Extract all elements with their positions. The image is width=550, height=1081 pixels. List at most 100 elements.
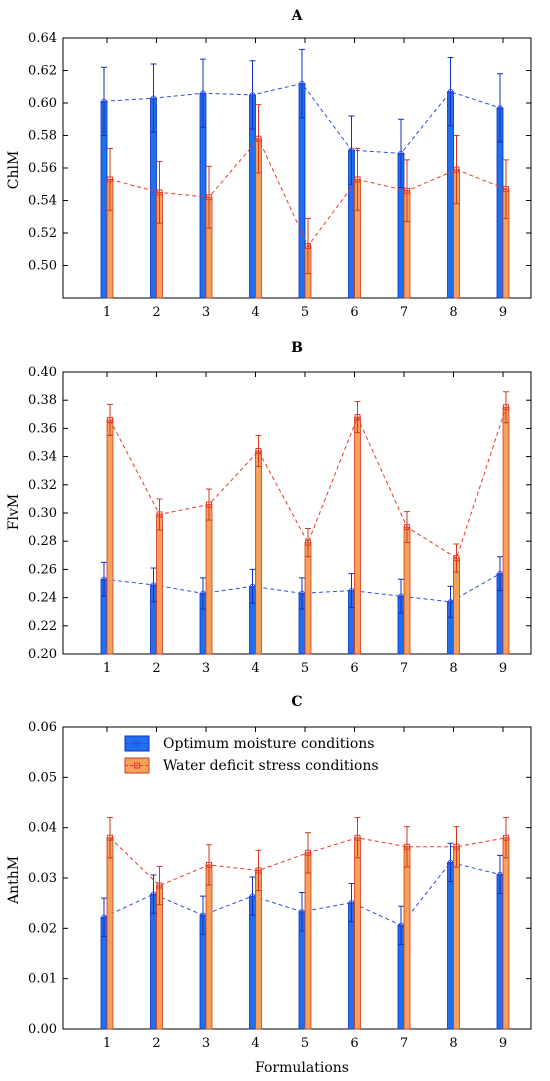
- panel-a-xtick-label: 1: [103, 305, 111, 320]
- panel-a-marker-optimum: [398, 150, 404, 157]
- panel-c-marker-optimum: [150, 891, 157, 897]
- panel-a-xtick-label: 5: [301, 305, 309, 320]
- panel-c-marker-optimum: [299, 909, 305, 915]
- panel-b-ytick-label: 0.34: [28, 450, 57, 465]
- panel-c-marker-optimum: [398, 922, 404, 929]
- panel-letter-b: B: [291, 340, 303, 356]
- panel-c-ytick-label: 0.02: [28, 921, 57, 936]
- panel-c-ytick-label: 0.04: [28, 821, 57, 836]
- panel-c-marker-optimum: [101, 914, 107, 920]
- panel-b-xtick-label: 7: [400, 661, 408, 676]
- xlabel-formulations: Formulations: [255, 1060, 349, 1076]
- panel-b-bar-deficit: [502, 406, 510, 655]
- panel-c-ytick-label: 0.00: [28, 1022, 57, 1037]
- panel-c-marker-optimum: [348, 899, 355, 906]
- panel-b-bar-deficit: [255, 450, 262, 655]
- legend-marker-deficit: [134, 762, 140, 769]
- panel-c-bar-deficit: [255, 870, 262, 1030]
- panel-b-marker-deficit: [354, 414, 361, 421]
- panel-b-marker-deficit: [503, 404, 509, 411]
- panel-a-ytick-label: 0.52: [28, 226, 57, 241]
- panel-c: C AnthM 0.00 0.01 0.02 0.03 0.04 0.05 0.06 1 2 3 4…: [6, 694, 532, 1076]
- panel-a-ytick-label: 0.62: [28, 64, 57, 79]
- panel-a-line-optimum: [103, 82, 501, 154]
- panel-letter-c: C: [291, 694, 302, 710]
- panel-b-marker-deficit: [206, 501, 212, 508]
- panel-b-xtick-label: 1: [103, 661, 111, 676]
- panel-a-marker-optimum: [150, 95, 157, 101]
- panel-a-xtick-label: 7: [400, 305, 408, 320]
- panel-c-xtick-label: 8: [449, 1036, 457, 1051]
- panel-a-ytick-label: 0.56: [28, 161, 57, 176]
- panel-b-xtick-label: 2: [152, 661, 160, 676]
- panel-b-ytick-label: 0.30: [28, 506, 57, 521]
- panel-b-marker-deficit: [107, 416, 113, 423]
- panel-a-xtick-label: 6: [350, 305, 358, 320]
- legend: Optimum moisture conditions Water defici…: [124, 735, 379, 774]
- panel-b-marker-optimum: [447, 599, 454, 605]
- legend-marker-optimum: [134, 740, 140, 747]
- panel-c-bar-deficit: [205, 864, 213, 1030]
- panel-b-marker-optimum: [101, 576, 107, 582]
- panel-a-marker-optimum: [447, 88, 454, 95]
- panel-a-marker-optimum: [348, 147, 355, 153]
- panel-b-xtick-label: 9: [499, 661, 507, 676]
- plot-area-c: 0.00 0.01 0.02 0.03 0.04 0.05 0.06 1 2 3 4 5 6 7 8 9: [28, 720, 531, 1051]
- panel-b-xtick-label: 5: [301, 661, 309, 676]
- panel-a-marker-deficit: [404, 187, 410, 194]
- panel-b-bar-deficit: [403, 526, 411, 655]
- legend-label-deficit: Water deficit stress conditions: [163, 758, 379, 774]
- panel-a-marker-optimum: [249, 92, 256, 98]
- panel-c-marker-optimum: [447, 859, 454, 866]
- panel-a: A ChlM 0.50 0.52 0.54 0.56 0.58 0.60 0.62 0.64 1…: [6, 8, 532, 320]
- panel-b-bar-deficit: [156, 514, 163, 655]
- plot-area-b: 0.20 0.22 0.24 0.26 0.28 0.30 0.32 0.34 0.36 0.38…: [28, 365, 531, 676]
- panel-b-xtick-label: 8: [449, 661, 457, 676]
- legend-label-optimum: Optimum moisture conditions: [163, 736, 374, 752]
- panel-c-bar-deficit: [403, 846, 411, 1030]
- panel-b-bar-deficit: [106, 419, 114, 655]
- panel-a-marker-deficit: [503, 186, 509, 193]
- panel-a-ytick-label: 0.64: [28, 31, 57, 46]
- ylabel-chlm: ChlM: [6, 151, 22, 190]
- panel-a-xtick-label: 9: [499, 305, 507, 320]
- panel-b-bar-deficit: [205, 504, 213, 655]
- panel-letter-a: A: [291, 8, 304, 24]
- panel-c-marker-deficit: [354, 834, 361, 841]
- panel-a-marker-deficit: [305, 243, 311, 249]
- panel-b-xtick-label: 4: [251, 661, 259, 676]
- panel-c-ytick-label: 0.03: [28, 871, 57, 886]
- panel-b-ytick-label: 0.24: [28, 591, 57, 606]
- panel-c-marker-deficit: [156, 882, 163, 889]
- panel-c-xtick-label: 4: [251, 1036, 259, 1051]
- panel-c-ytick-label: 0.06: [28, 720, 57, 735]
- panel-a-marker-deficit: [354, 176, 361, 183]
- panel-a-marker-deficit: [156, 189, 163, 196]
- panel-b-marker-optimum: [150, 582, 157, 588]
- panel-c-xtick-label: 5: [301, 1036, 309, 1051]
- panel-a-xtick-label: 3: [202, 305, 210, 320]
- panel-c-xtick-label: 6: [350, 1036, 358, 1051]
- panel-a-marker-deficit: [107, 176, 113, 183]
- panel-b-ytick-label: 0.28: [28, 534, 57, 549]
- panel-b-marker-deficit: [404, 524, 410, 531]
- panel-b-bar-deficit: [304, 542, 312, 655]
- plot-frame-b: [62, 371, 532, 655]
- panel-c-xtick-label: 2: [152, 1036, 160, 1051]
- panel-c-bar-optimum: [447, 861, 454, 1030]
- panel-b: B FlvM 0.200.220.240.260.280.300.320.340…: [6, 340, 532, 676]
- panel-c-marker-deficit: [107, 834, 113, 841]
- panel-b-marker-optimum: [348, 587, 355, 594]
- panel-c-marker-deficit: [453, 843, 460, 850]
- panel-a-ytick-label: 0.50: [28, 259, 57, 274]
- plot-area-a: 0.50 0.52 0.54 0.56 0.58 0.60 0.62 0.64 1 2 3 4 5 6 7 8…: [28, 31, 531, 320]
- panel-c-marker-optimum: [249, 893, 256, 899]
- panel-b-ytick-label: 0.40: [28, 365, 57, 380]
- panel-a-ytick-label: 0.54: [28, 194, 57, 209]
- panel-c-bar-optimum: [496, 874, 504, 1030]
- panel-c-xtick-label: 9: [499, 1036, 507, 1051]
- panel-c-ytick-label: 0.05: [28, 770, 57, 785]
- panel-b-ytick-label: 0.38: [28, 393, 57, 408]
- panel-b-line-optimum: [103, 573, 501, 603]
